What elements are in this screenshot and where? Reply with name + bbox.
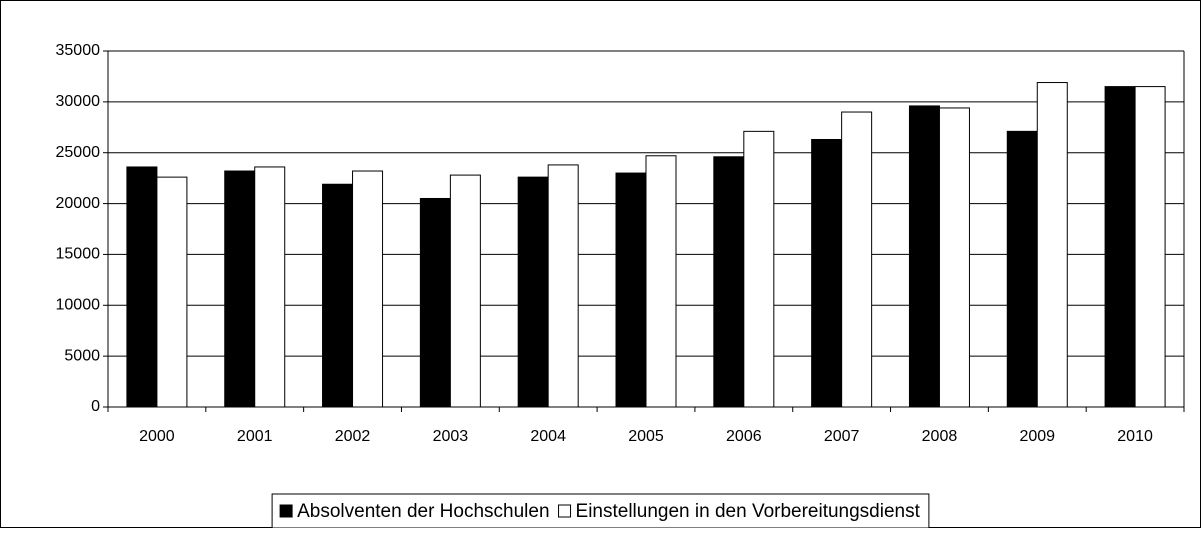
- x-tick-label: 2006: [726, 428, 762, 445]
- legend-label: Einstellungen in den Vorbereitungsdienst: [576, 501, 921, 522]
- bar: [126, 166, 158, 408]
- x-tick-label: 2008: [922, 428, 958, 445]
- legend-label: Absolventen der Hochschulen: [297, 501, 549, 522]
- legend-box: [271, 493, 930, 529]
- y-tick-label: 35000: [56, 42, 101, 59]
- bar: [419, 197, 451, 408]
- bar: [645, 155, 677, 408]
- bar: [254, 166, 286, 408]
- y-tick-label: 25000: [56, 144, 101, 161]
- x-tick-label: 2005: [628, 428, 664, 445]
- y-tick-label: 0: [91, 398, 100, 415]
- bar: [1134, 86, 1166, 408]
- y-tick-label: 5000: [64, 347, 100, 364]
- y-tick-label: 30000: [56, 93, 101, 110]
- legend-swatch: [558, 504, 572, 518]
- bar: [1036, 82, 1068, 408]
- bar: [1104, 86, 1136, 408]
- bar: [811, 138, 843, 408]
- legend-swatch: [279, 504, 293, 518]
- bar: [938, 107, 970, 408]
- bar: [156, 176, 188, 408]
- x-tick-label: 2001: [237, 428, 273, 445]
- x-tick-label: 2009: [1019, 428, 1055, 445]
- bar: [713, 156, 745, 408]
- legend: Absolventen der Hochschulen Einstellungen…: [271, 493, 930, 529]
- bar: [1006, 130, 1038, 408]
- bar: [615, 172, 647, 408]
- y-tick-label: 20000: [56, 195, 101, 212]
- bar: [224, 170, 256, 408]
- bar: [743, 130, 775, 408]
- x-tick-label: 2000: [139, 428, 175, 445]
- x-tick-label: 2003: [433, 428, 469, 445]
- y-tick-label: 10000: [56, 297, 101, 314]
- bar: [841, 111, 873, 408]
- bar: [352, 170, 384, 408]
- bar: [908, 105, 940, 408]
- x-tick-label: 2007: [824, 428, 860, 445]
- y-tick-label: 15000: [56, 246, 101, 263]
- bar: [322, 183, 354, 408]
- x-tick-label: 2004: [530, 428, 566, 445]
- bar: [449, 174, 481, 408]
- bar: [517, 176, 549, 408]
- x-tick-label: 2002: [335, 428, 371, 445]
- x-tick-label: 2010: [1117, 428, 1153, 445]
- bar: [547, 164, 579, 408]
